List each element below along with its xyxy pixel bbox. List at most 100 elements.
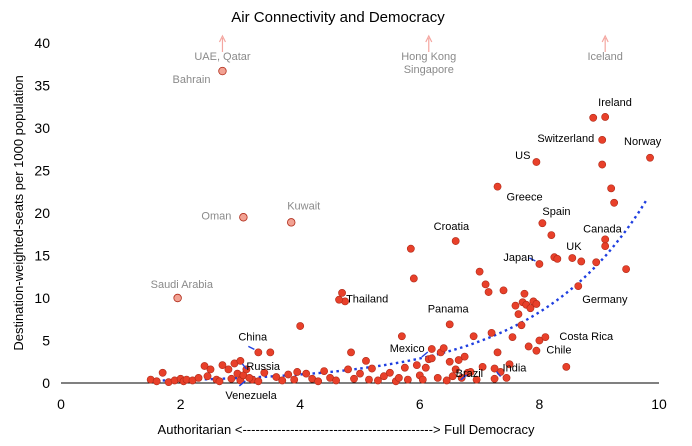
point-label-ireland: Ireland xyxy=(598,97,632,109)
data-point xyxy=(451,365,460,374)
point-label-russia: Russia xyxy=(246,361,281,373)
data-point-us xyxy=(532,158,541,166)
data-point xyxy=(254,377,263,386)
data-point xyxy=(224,365,233,374)
data-point xyxy=(562,362,571,371)
data-point xyxy=(385,368,394,377)
y-tick-label: 25 xyxy=(34,163,50,179)
data-point xyxy=(607,184,616,193)
outlier-label: Hong Kong Singapore xyxy=(401,51,456,76)
data-point-panama xyxy=(445,320,454,329)
data-point xyxy=(589,113,598,122)
point-label-mexico: Mexico xyxy=(390,343,425,355)
data-point xyxy=(397,332,406,341)
data-point xyxy=(481,280,490,289)
y-axis-label: Destination-weighted-seats per 1000 popu… xyxy=(11,75,26,350)
y-tick-label: 40 xyxy=(34,35,50,51)
data-point xyxy=(260,368,269,377)
data-point xyxy=(418,375,427,384)
data-point xyxy=(472,375,481,384)
outlier-markers: UAE, Qatar Hong Kong Singapore Iceland xyxy=(194,34,623,76)
data-point xyxy=(400,363,409,372)
data-point-greece xyxy=(493,182,502,191)
data-point-ireland xyxy=(601,113,610,121)
data-point xyxy=(427,354,436,363)
data-point xyxy=(442,376,451,385)
data-point xyxy=(284,370,293,379)
point-label-venezuela: Venezuela xyxy=(225,390,277,402)
data-point xyxy=(601,242,610,251)
data-point-mexico xyxy=(427,345,436,353)
y-tick-label: 5 xyxy=(42,333,50,349)
data-point xyxy=(439,344,448,353)
data-point xyxy=(457,373,466,382)
data-point-norway xyxy=(646,153,654,162)
data-point xyxy=(508,333,517,341)
data-point xyxy=(511,301,520,310)
data-point xyxy=(460,352,469,361)
point-label-brazil: Brazil xyxy=(456,368,484,380)
outlier-label: UAE, Qatar xyxy=(194,51,251,63)
data-point xyxy=(517,321,526,330)
data-point-germany xyxy=(574,282,583,290)
x-tick-label: 6 xyxy=(416,396,424,412)
outlier-arrowhead xyxy=(601,34,609,43)
x-tick-label: 8 xyxy=(536,396,544,412)
label-arrow xyxy=(460,374,468,381)
data-point-india xyxy=(490,364,499,373)
data-point-kuwait xyxy=(287,218,296,227)
outlier-arrowhead xyxy=(425,34,433,43)
y-tick-label: 30 xyxy=(34,120,50,136)
y-tick-label: 0 xyxy=(42,375,50,391)
data-point xyxy=(520,289,529,298)
point-label-kuwait: Kuwait xyxy=(287,200,320,212)
point-label-china: China xyxy=(238,331,268,343)
label-arrow xyxy=(496,371,502,377)
data-point xyxy=(296,322,305,330)
data-point xyxy=(394,373,403,382)
data-point xyxy=(577,257,586,266)
chart-title: Air Connectivity and Democracy xyxy=(231,9,445,26)
label-arrow xyxy=(248,345,255,351)
data-point xyxy=(445,357,454,366)
data-point-saudi-arabia xyxy=(173,293,182,303)
data-point xyxy=(433,373,442,382)
point-label-us: US xyxy=(515,150,530,162)
data-point xyxy=(206,365,215,374)
x-axis-caption: Authoritarian <-------------------------… xyxy=(158,422,535,437)
data-point xyxy=(266,348,275,357)
data-point-chile xyxy=(532,346,541,355)
data-point xyxy=(493,348,502,357)
point-label-greece: Greece xyxy=(507,192,543,204)
data-point xyxy=(218,361,227,370)
data-point xyxy=(487,328,496,337)
data-point xyxy=(499,286,508,295)
data-point xyxy=(403,375,412,384)
data-point-bahrain xyxy=(218,66,227,76)
data-point xyxy=(547,231,556,239)
point-label-croatia: Croatia xyxy=(434,221,470,233)
data-point-brazil xyxy=(466,368,475,376)
data-point xyxy=(365,375,373,384)
data-point xyxy=(200,362,209,370)
data-point xyxy=(290,375,299,384)
point-label-uk: UK xyxy=(566,241,582,253)
y-tick-label: 20 xyxy=(34,205,50,221)
data-point-china xyxy=(254,348,263,357)
data-point xyxy=(320,367,329,375)
label-arrow xyxy=(529,257,536,262)
data-point xyxy=(412,361,421,370)
data-point-spain xyxy=(538,219,547,228)
data-point xyxy=(526,304,535,313)
data-point-thailand xyxy=(335,295,343,304)
data-point-switzerland xyxy=(598,135,607,144)
data-point xyxy=(302,369,311,378)
point-label-panama: Panama xyxy=(428,303,470,315)
data-point xyxy=(215,377,224,386)
outlier-arrowhead xyxy=(218,34,226,43)
data-point xyxy=(553,254,562,263)
data-point xyxy=(332,376,340,385)
data-point xyxy=(158,368,167,377)
x-tick-label: 2 xyxy=(177,396,185,412)
